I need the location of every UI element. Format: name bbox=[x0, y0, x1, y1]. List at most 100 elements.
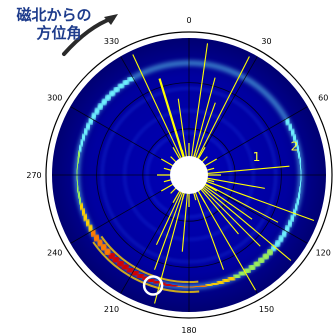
band-segment-25 bbox=[261, 251, 271, 262]
spoke-20 bbox=[194, 102, 216, 160]
grid-circle-1 bbox=[96, 82, 282, 268]
band-segment-41 bbox=[176, 282, 184, 291]
band-segment-86 bbox=[112, 85, 122, 95]
outer-rim-edge bbox=[45, 31, 333, 319]
band-segment-54 bbox=[106, 250, 117, 262]
band-segment-37 bbox=[199, 281, 208, 291]
band-segment-77 bbox=[81, 127, 90, 136]
band-segment-15 bbox=[292, 203, 301, 212]
arrow-head-icon bbox=[104, 14, 118, 25]
spoke-15 bbox=[192, 77, 216, 159]
band-segment-80 bbox=[89, 111, 99, 121]
ring-labels: 12 bbox=[253, 140, 299, 164]
grid-circle-0 bbox=[142, 128, 236, 222]
band-segment-22 bbox=[273, 239, 283, 248]
tick-label-240: 240 bbox=[47, 249, 62, 258]
band-segment-63 bbox=[78, 207, 88, 217]
band-segment-45 bbox=[152, 277, 162, 288]
spoke-150 bbox=[197, 189, 256, 291]
spoke-200 bbox=[154, 190, 184, 270]
band-segment-14 bbox=[294, 197, 302, 206]
band-segment-65 bbox=[75, 196, 85, 205]
band-segment-33 bbox=[221, 276, 231, 286]
center-hole bbox=[170, 156, 208, 194]
band-segment-26 bbox=[256, 255, 267, 266]
band-segment-82 bbox=[95, 102, 105, 111]
tick-label-270: 270 bbox=[26, 171, 41, 180]
tick-label-300: 300 bbox=[47, 94, 62, 103]
band-segment-88 bbox=[121, 78, 131, 87]
band-segment-42 bbox=[170, 281, 178, 291]
band-segment-1 bbox=[286, 122, 295, 132]
tick-label-210: 210 bbox=[104, 305, 119, 314]
band-segment-61 bbox=[83, 218, 93, 228]
band-segment-50 bbox=[125, 265, 136, 276]
band-segment-75 bbox=[77, 138, 86, 147]
band-segment-18 bbox=[285, 219, 295, 228]
band-segment-7 bbox=[296, 157, 304, 165]
band-segment-66 bbox=[74, 191, 83, 200]
band-segment-32 bbox=[227, 274, 236, 284]
band-segment-13 bbox=[295, 192, 303, 200]
spoke-195 bbox=[154, 191, 186, 304]
band-halo-outer bbox=[92, 241, 200, 293]
band-segment-51 bbox=[120, 261, 131, 273]
spoke-8 bbox=[190, 43, 209, 159]
band-segment-60 bbox=[85, 223, 96, 233]
band-segment-57 bbox=[94, 237, 106, 249]
annotation-label: 磁北からの 方位角 bbox=[4, 6, 104, 42]
band-segment-71 bbox=[73, 162, 82, 170]
band-segment-48 bbox=[135, 270, 146, 281]
band-segment-2 bbox=[288, 128, 297, 137]
annotation-arrow bbox=[62, 14, 118, 56]
spoke-352 bbox=[177, 98, 188, 159]
spoke-130 bbox=[201, 185, 292, 261]
tick-label-120: 120 bbox=[316, 249, 331, 258]
band-segment-24 bbox=[265, 247, 275, 258]
outer-band bbox=[73, 60, 304, 293]
band-segment-64 bbox=[77, 202, 86, 211]
band-segment-58 bbox=[91, 233, 102, 244]
band-segment-20 bbox=[279, 229, 289, 239]
band-segment-84 bbox=[103, 93, 113, 103]
band-segment-62 bbox=[80, 213, 90, 222]
tick-label-330: 330 bbox=[104, 37, 119, 46]
band-segment-6 bbox=[295, 151, 303, 159]
band-segment-31 bbox=[232, 271, 242, 281]
band-segment-34 bbox=[216, 278, 225, 287]
ring-label-2: 2 bbox=[291, 140, 299, 154]
band-segment-73 bbox=[74, 150, 84, 159]
annotation-line1: 磁北からの bbox=[16, 6, 92, 24]
tick-label-150: 150 bbox=[259, 305, 274, 314]
band-segment-27 bbox=[252, 259, 262, 269]
spoke-335 bbox=[132, 54, 183, 160]
band-segment-46 bbox=[146, 275, 156, 286]
spoke-135 bbox=[200, 186, 261, 247]
band-segment-36 bbox=[205, 281, 214, 290]
band-segment-76 bbox=[79, 133, 88, 142]
spoke-118 bbox=[203, 182, 279, 223]
band-segment-74 bbox=[76, 144, 84, 153]
outer-rim bbox=[46, 32, 332, 318]
band-segment-56 bbox=[98, 242, 109, 253]
band-segment-11 bbox=[297, 180, 304, 188]
spoke-343 bbox=[158, 78, 186, 160]
annotation-line2: 方位角 bbox=[36, 24, 82, 42]
spoke-27 bbox=[196, 56, 250, 161]
band-segment-0 bbox=[283, 117, 292, 127]
location-marker bbox=[142, 275, 164, 296]
band-segment-30 bbox=[237, 268, 247, 279]
spoke-205 bbox=[155, 190, 183, 246]
spoke-100 bbox=[205, 177, 265, 189]
spoke-185 bbox=[181, 191, 189, 252]
spoke-110 bbox=[204, 180, 315, 222]
band-segment-12 bbox=[296, 186, 304, 194]
tick-label-30: 30 bbox=[261, 37, 271, 46]
band-segment-83 bbox=[99, 97, 109, 107]
band-segment-55 bbox=[102, 246, 113, 258]
band-segment-43 bbox=[164, 280, 173, 290]
band-segment-67 bbox=[74, 185, 82, 194]
band-segment-17 bbox=[288, 214, 297, 223]
tick-label-0: 0 bbox=[186, 16, 191, 25]
